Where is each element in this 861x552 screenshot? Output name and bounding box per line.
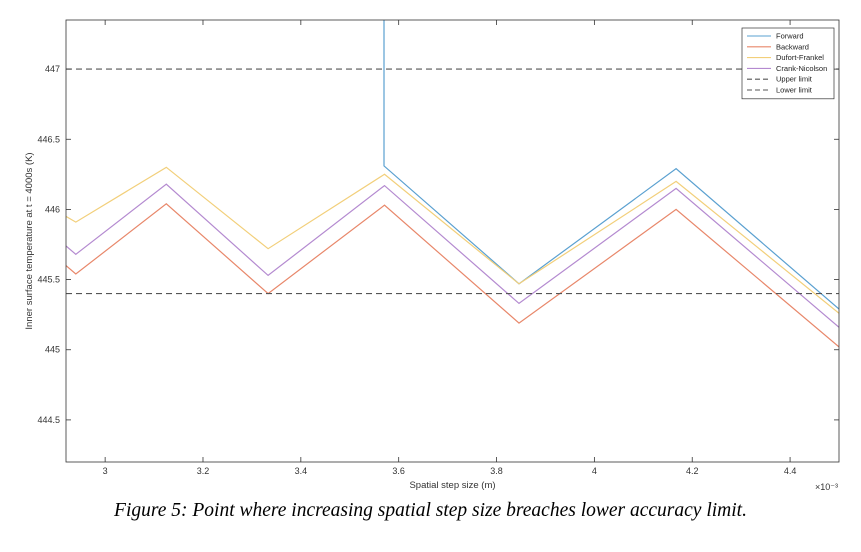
- axes-box: [65, 19, 840, 463]
- x-axis-exponent: ×10⁻³: [815, 482, 838, 492]
- series-line-backward: [66, 203, 839, 348]
- x-tick-label: 4.2: [686, 466, 699, 476]
- series-line-crank-nicolson: [66, 183, 839, 328]
- legend-label: Backward: [776, 42, 809, 51]
- x-tick-label: 3.8: [490, 466, 503, 476]
- x-tick-label: 3: [103, 466, 108, 476]
- axes: 3 3.2 3.4 3.6 3.8 4 4.2 4.4 444.5 445 445.5 446 446.…: [37, 19, 840, 476]
- legend-box: [741, 27, 835, 100]
- y-tick-label: 447: [45, 64, 60, 74]
- x-tick-label: 3.4: [295, 466, 308, 476]
- legend-label: Dufort-Frankel: [776, 53, 824, 62]
- legend-label: Upper limit: [776, 75, 813, 84]
- y-tick-label: 446.5: [37, 134, 60, 144]
- figure-caption: Figure 5: Point where increasing spatial…: [114, 500, 747, 521]
- x-tick-label: 3.6: [392, 466, 405, 476]
- legend-label: Forward: [776, 32, 804, 41]
- plot-area: [66, 20, 839, 348]
- y-tick-label: 445.5: [37, 275, 60, 285]
- y-tick-label: 445: [45, 345, 60, 355]
- legend-label: Lower limit: [776, 86, 813, 95]
- y-tick-label: 446: [45, 204, 60, 214]
- x-tick-label: 3.2: [197, 466, 210, 476]
- series-line-dufort-frankel: [66, 166, 839, 314]
- y-axis-title: Inner surface temperature at t = 4000s (…: [24, 152, 35, 329]
- x-tick-label: 4.4: [784, 466, 797, 476]
- legend-label: Crank-Nicolson: [776, 64, 827, 73]
- line-chart: 3 3.2 3.4 3.6 3.8 4 4.2 4.4 444.5 445 445.5 446 446.…: [0, 0, 861, 500]
- y-tick-label: 444.5: [37, 415, 60, 425]
- series-group: [66, 20, 839, 348]
- chart-background: [0, 0, 861, 500]
- x-axis-title: Spatial step size (m): [409, 480, 495, 491]
- x-tick-label: 4: [592, 466, 597, 476]
